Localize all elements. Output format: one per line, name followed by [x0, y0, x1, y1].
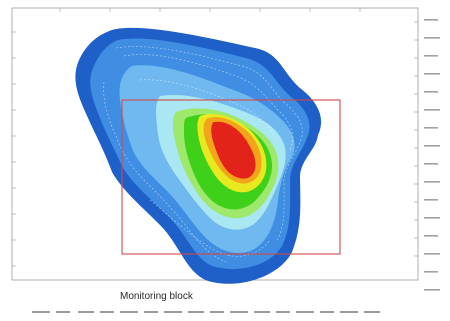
monitoring-block-outline	[121, 99, 341, 255]
contour-band-red	[211, 121, 256, 179]
contour-line-5	[149, 199, 271, 257]
left-axis-ticks	[12, 31, 16, 267]
contour-lines	[103, 46, 303, 263]
bottom-axis-label-row	[32, 311, 380, 313]
contour-line-1	[115, 46, 303, 243]
right-axis-label-column	[424, 19, 440, 291]
contour-line-3	[103, 81, 227, 263]
contour-line-4	[139, 79, 277, 141]
right-axis-ticks	[414, 21, 418, 257]
contour-bands	[75, 27, 322, 284]
top-axis-ticks	[59, 8, 361, 12]
contour-line-2	[123, 54, 294, 151]
monitoring-block-label: Monitoring block	[120, 291, 194, 302]
